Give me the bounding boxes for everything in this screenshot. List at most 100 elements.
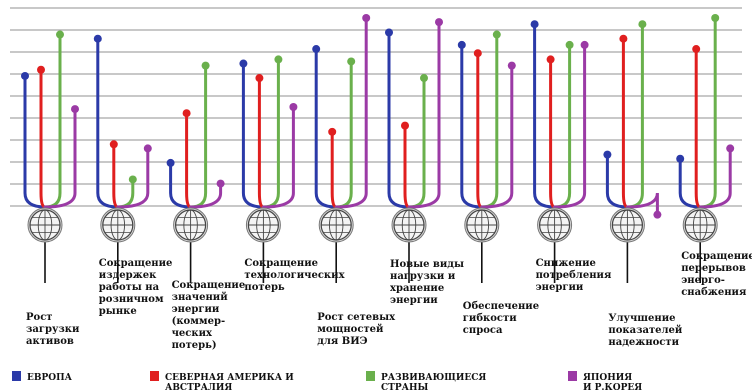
lollipop-stem: [314, 47, 338, 209]
category-label: Улучшение показателей надежности: [608, 313, 683, 348]
lollipop-point: [726, 144, 735, 153]
lollipop-point: [546, 55, 555, 64]
lollipop-point: [347, 57, 356, 66]
category-label-line: технологических: [244, 270, 345, 281]
lollipop-point: [473, 49, 482, 58]
lollipop-point: [201, 61, 210, 70]
lollipop-point: [711, 14, 720, 22]
lollipop-stem: [23, 74, 47, 209]
category-label-line: спроса: [463, 325, 503, 336]
lollipop-stem: [43, 107, 77, 209]
lollipop-stem: [480, 33, 499, 209]
category-label-line: (коммер-: [172, 316, 226, 327]
category-label-line: Рост сетевых: [317, 312, 396, 323]
lollipop-stem: [334, 16, 368, 209]
lollipop-point: [182, 109, 191, 118]
category-label-line: показателей: [608, 325, 683, 336]
lollipop-stem: [112, 142, 120, 209]
legend-swatch: [366, 371, 375, 381]
category-label-line: потерь): [172, 340, 217, 351]
category-label-line: загрузки: [26, 324, 80, 335]
category-label-line: издержек: [99, 270, 157, 281]
legend-label-line: СТРАНЫ: [381, 383, 428, 390]
category-label-line: для ВИЭ: [317, 336, 367, 347]
lollipop-stem: [553, 43, 572, 209]
lollipop-point: [507, 61, 516, 70]
category-label-line: значений: [172, 292, 229, 303]
lollipop-point: [71, 105, 79, 114]
lollipop-point: [692, 45, 701, 54]
category-label-line: Рост: [26, 312, 52, 323]
legend-label: СЕВЕРНАЯ АМЕРИКА И АВСТРАЛИЯ: [165, 373, 294, 390]
lollipop-stem: [549, 57, 557, 209]
category-label-line: надежности: [608, 337, 679, 348]
legend-label-line: РАЗВИВАЮЩИЕСЯ: [381, 373, 486, 383]
lollipop-point: [166, 158, 175, 167]
lollipop-point: [603, 150, 612, 159]
category-label-line: энергии: [390, 295, 438, 306]
lollipop-stem: [96, 37, 120, 209]
lollipop-stem: [403, 124, 411, 209]
category-label: Снижение потребления энергии: [536, 258, 612, 293]
lollipop-stem: [334, 59, 353, 209]
category-label-line: перерывов: [681, 263, 746, 274]
lollipop-point: [385, 28, 393, 37]
lollipop-stem: [694, 47, 702, 209]
legend-label-line: ЯПОНИЯ: [583, 373, 632, 383]
lollipop-stem: [387, 30, 411, 209]
category-label-line: Снижение: [536, 258, 596, 269]
category-label-line: гибкости: [463, 313, 517, 324]
lollipop-stem: [39, 68, 47, 209]
lollipop-point: [435, 18, 443, 27]
lollipop-point: [289, 103, 298, 112]
category-label-line: Улучшение: [608, 313, 675, 324]
lollipop-point: [109, 140, 118, 149]
lollipop-stem: [43, 33, 62, 209]
lollipop-stem: [553, 43, 587, 209]
category-label-line: мощностей: [317, 324, 384, 335]
category-label-line: снабжения: [681, 287, 747, 298]
lollipop-point: [37, 65, 45, 74]
lollipop-point: [56, 30, 64, 39]
category-label-line: энергии: [172, 304, 220, 315]
category-label-line: хранение: [390, 283, 444, 294]
category-label-line: энерго-: [681, 275, 725, 286]
legend-label: РАЗВИВАЮЩИЕСЯ СТРАНЫ: [381, 373, 486, 390]
lollipop-stem: [533, 22, 557, 209]
lollipop-stem: [241, 62, 265, 209]
lollipop-point: [239, 59, 248, 68]
lollipop-stem: [189, 64, 208, 209]
lollipop-point: [328, 127, 337, 136]
lollipop-point: [653, 210, 662, 219]
category-label: Обеспечение гибкости спроса: [463, 301, 539, 336]
lollipop-stem: [330, 130, 338, 209]
lollipop-point: [362, 14, 371, 22]
category-label-line: энергии: [536, 282, 584, 293]
legend-swatch: [150, 371, 159, 381]
category-label-line: рынке: [99, 306, 137, 317]
category-label: Сокращение технологических потерь: [244, 258, 345, 293]
lollipop-stem: [625, 192, 659, 217]
lollipop-point: [580, 40, 589, 49]
legend-label-line: АВСТРАЛИЯ: [165, 383, 232, 390]
category-label-line: потерь: [244, 282, 285, 293]
legend-label: ЯПОНИЯ И Р.КОРЕЯ: [583, 373, 642, 390]
category-label-line: Обеспечение: [463, 301, 539, 312]
lollipop-stem: [407, 76, 426, 209]
category-label-line: Сокращение: [172, 280, 246, 291]
lollipop-stem: [169, 161, 193, 209]
legend-label-line: СЕВЕРНАЯ АМЕРИКА И: [165, 373, 294, 383]
lollipop-stem: [116, 146, 150, 209]
category-label: Рост загрузки активов: [26, 312, 80, 347]
lollipop-point: [530, 20, 539, 29]
legend-label-line: И Р.КОРЕЯ: [583, 383, 642, 390]
category-label-line: нагрузки и: [390, 271, 456, 282]
legend-swatch: [568, 371, 577, 381]
lollipop-point: [216, 179, 225, 188]
lollipop-stem: [605, 153, 629, 209]
lollipop-stem: [185, 111, 193, 209]
category-label: Сокращение значений энергии (коммер-ческих п…: [172, 280, 246, 351]
lollipop-stem: [480, 64, 514, 209]
lollipop-point: [255, 74, 264, 83]
